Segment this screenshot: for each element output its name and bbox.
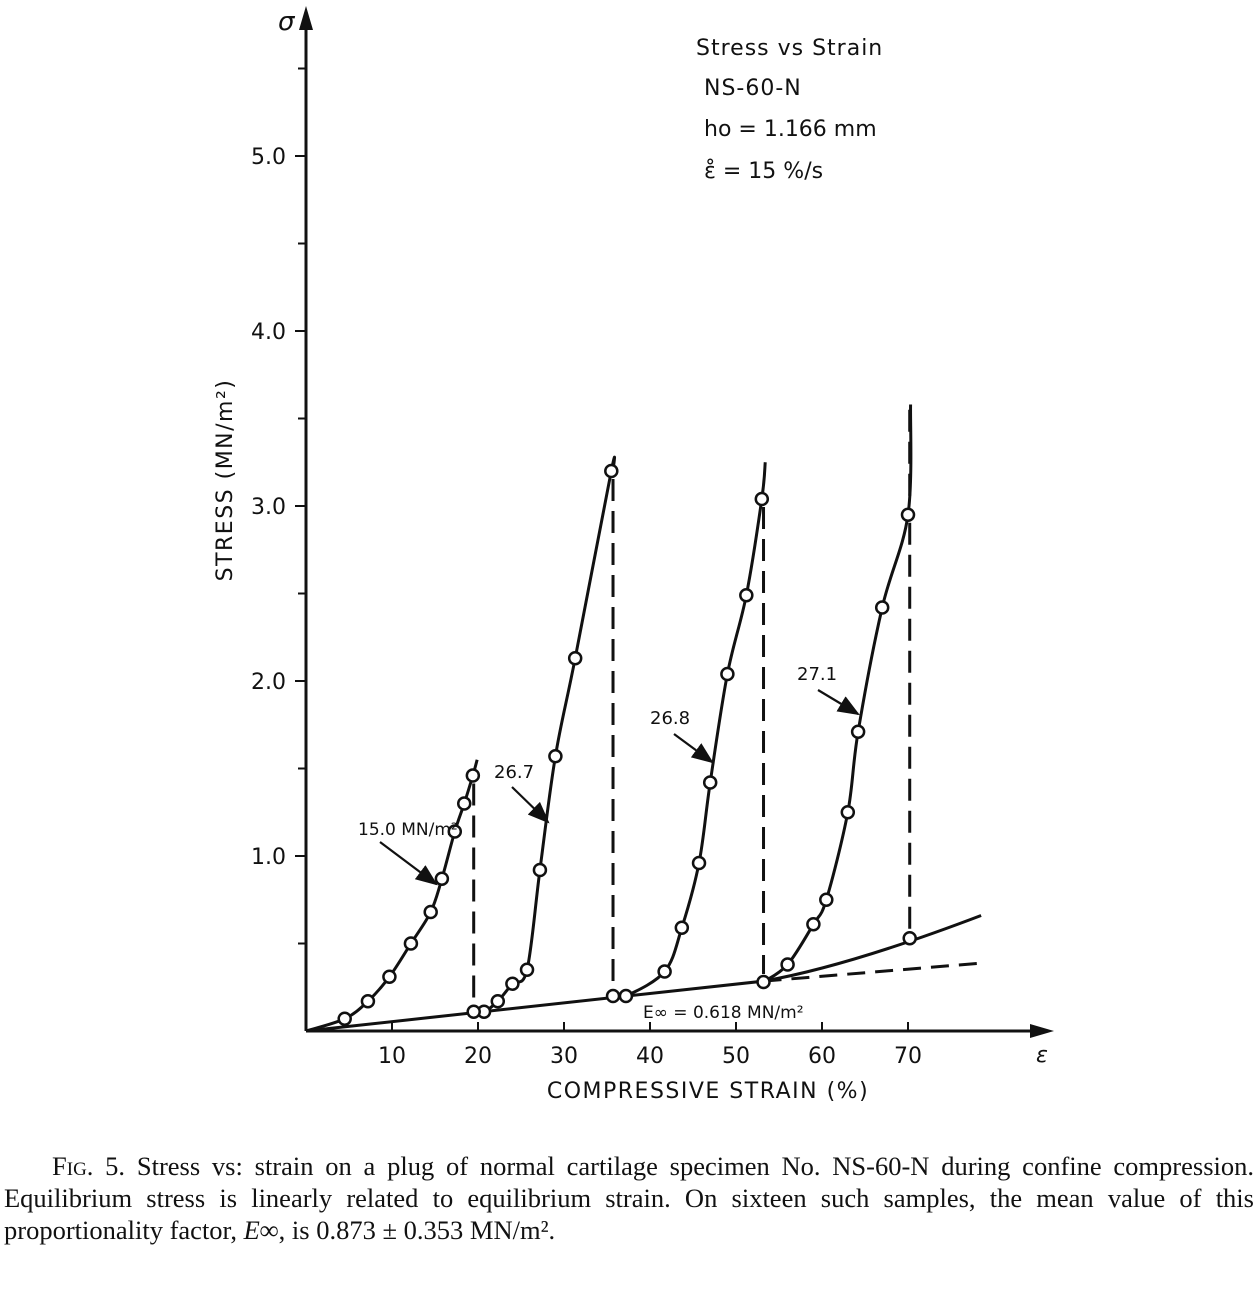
y-tick-label: 2.0 bbox=[251, 670, 286, 695]
data-point bbox=[466, 1004, 481, 1019]
data-point bbox=[874, 600, 890, 615]
y-axis-arrow bbox=[299, 6, 313, 30]
y-tick-label: 4.0 bbox=[251, 320, 286, 345]
loading-curve bbox=[305, 759, 479, 1033]
equilibrium-fit-line bbox=[305, 979, 764, 1033]
annotation-arrow bbox=[817, 689, 860, 716]
data-point bbox=[657, 964, 672, 979]
axes bbox=[299, 6, 1054, 1038]
title-line-2: NS-60-N bbox=[704, 76, 802, 101]
loading-curve bbox=[762, 404, 913, 984]
data-point bbox=[403, 936, 419, 951]
data-point bbox=[739, 588, 754, 603]
data-point bbox=[902, 931, 917, 946]
data-point bbox=[604, 463, 619, 479]
data-point bbox=[567, 651, 583, 666]
data-point bbox=[532, 862, 548, 878]
caption-text: Stress vs: strain on a plug of normal ca… bbox=[4, 1151, 1254, 1245]
data-point bbox=[360, 994, 376, 1009]
data-point bbox=[447, 824, 463, 839]
data-point bbox=[505, 976, 520, 991]
equilibrium-fit-label: E∞ = 0.618 MN/m² bbox=[643, 1003, 804, 1023]
equilibrium-fit-extension bbox=[763, 961, 986, 983]
data-point bbox=[702, 775, 718, 790]
loading-curve bbox=[612, 462, 767, 1000]
data-point bbox=[618, 988, 634, 1004]
data-point bbox=[548, 749, 563, 764]
data-point bbox=[456, 796, 472, 811]
y-axis-label: STRESS (MN/m²) bbox=[213, 379, 238, 582]
x-axis-label: COMPRESSIVE STRAIN (%) bbox=[547, 1079, 869, 1104]
annotation-arrow bbox=[673, 733, 714, 764]
data-point bbox=[720, 666, 735, 682]
data-point bbox=[337, 1011, 352, 1026]
figure-caption: Fig. 5. Stress vs: strain on a plug of n… bbox=[4, 1150, 1254, 1246]
annotation-arrow bbox=[379, 841, 438, 886]
data-point bbox=[674, 920, 690, 935]
annotation-label: 26.7 bbox=[494, 762, 534, 783]
title-block: Stress vs Strain NS-60-N ho = 1.166 mm ε… bbox=[696, 36, 883, 184]
data-point bbox=[850, 724, 866, 739]
caption-text-end: , is 0.873 ± 0.353 MN/m². bbox=[278, 1215, 556, 1245]
y-axis-symbol: σ bbox=[278, 7, 296, 37]
annotation-label: 27.1 bbox=[797, 664, 837, 685]
x-tick-label: 40 bbox=[636, 1044, 664, 1069]
data-point bbox=[780, 957, 795, 972]
data-point bbox=[756, 974, 771, 990]
caption-symbol: E∞ bbox=[243, 1215, 279, 1245]
data-point bbox=[900, 507, 916, 522]
data-point bbox=[691, 855, 707, 871]
x-tick-label: 30 bbox=[550, 1044, 578, 1069]
x-axis-symbol: ε bbox=[1036, 1043, 1048, 1068]
data-point bbox=[806, 917, 821, 932]
y-tick-label: 3.0 bbox=[251, 495, 286, 520]
stress-strain-chart: 10 20 30 40 50 60 70 1.0 2.0 3.0 4.0 5.0 15.0 MN/m²… bbox=[213, 6, 1054, 1104]
caption-label: Fig. 5. bbox=[52, 1151, 126, 1181]
y-tick-label: 1.0 bbox=[251, 845, 286, 870]
data-point bbox=[490, 994, 506, 1009]
data-point bbox=[840, 805, 856, 820]
annotation-label: 15.0 MN/m² bbox=[358, 820, 458, 840]
title-line-1: Stress vs Strain bbox=[696, 36, 883, 61]
data-point bbox=[519, 962, 535, 977]
annotation-label: 26.8 bbox=[650, 708, 690, 729]
ticks: 10 20 30 40 50 60 70 1.0 2.0 3.0 4.0 5.0 bbox=[251, 67, 922, 1069]
equilibrium-upper-curve bbox=[763, 914, 982, 983]
data-point bbox=[382, 969, 397, 984]
data-point bbox=[434, 871, 450, 886]
title-line-3: ho = 1.166 mm bbox=[704, 117, 877, 142]
title-line-4: ε̊ = 15 %/s bbox=[704, 159, 823, 184]
data-point bbox=[754, 491, 770, 507]
data-point bbox=[819, 892, 834, 907]
data-point bbox=[465, 768, 481, 783]
annotation-arrow bbox=[511, 786, 550, 824]
x-axis-arrow bbox=[1030, 1024, 1054, 1038]
x-tick-label: 20 bbox=[464, 1044, 492, 1069]
x-tick-label: 10 bbox=[378, 1044, 406, 1069]
x-tick-label: 70 bbox=[894, 1044, 922, 1069]
y-tick-label: 5.0 bbox=[251, 145, 286, 170]
data-point bbox=[423, 904, 438, 920]
points bbox=[337, 463, 917, 1026]
annotations: 15.0 MN/m² 26.7 26.8 27.1 E∞ = 0.618 MN/m² bbox=[358, 664, 860, 1023]
loading-curve bbox=[473, 455, 617, 1015]
x-tick-label: 60 bbox=[808, 1044, 836, 1069]
x-tick-label: 50 bbox=[722, 1044, 750, 1069]
data-point bbox=[605, 988, 621, 1004]
